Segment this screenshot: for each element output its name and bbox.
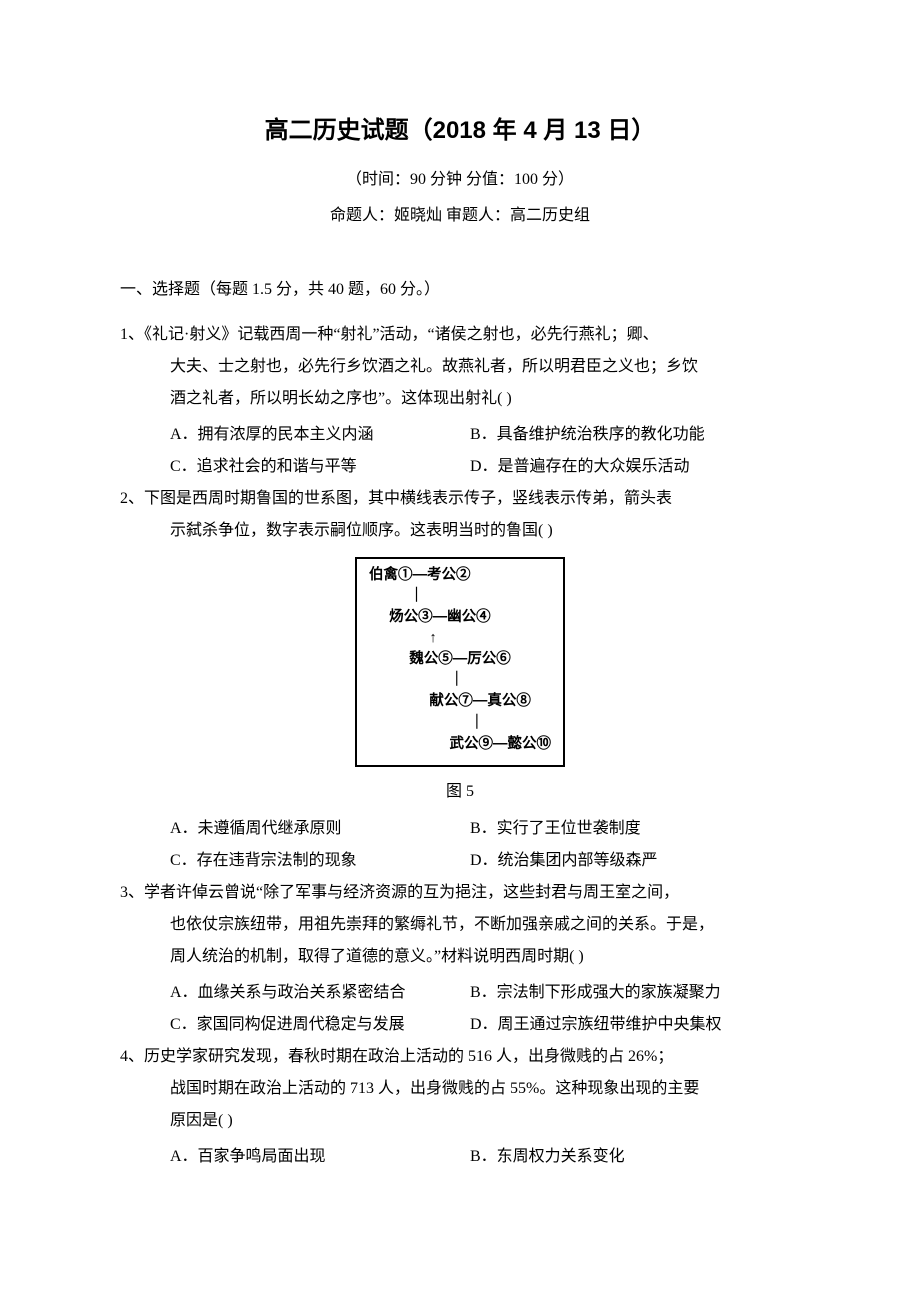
question-number: 1、 — [120, 326, 144, 343]
option-b: B．具备维护统治秩序的教化功能 — [470, 419, 800, 451]
question-3: 3、学者许倬云曾说“除了军事与经济资源的互为挹注，这些封君与周王室之间， 也依仗… — [120, 877, 800, 973]
diagram-row: ↑ — [369, 628, 551, 649]
question-text-line: 周人统治的机制，取得了道德的意义。”材料说明西周时期( ) — [120, 941, 800, 973]
question-text-line: 战国时期在政治上活动的 713 人，出身微贱的占 55%。这种现象出现的主要 — [120, 1073, 800, 1105]
question-text-line: 历史学家研究发现，春秋时期在政治上活动的 516 人，出身微贱的占 26%； — [144, 1048, 673, 1065]
lineage-diagram-wrap: 伯禽①—考公② ｜ 炀公③—幽公④ ↑ 魏公⑤—厉公⑥ ｜ 献公⑦—真公⑧ ｜ — [120, 557, 800, 766]
option-a: A．拥有浓厚的民本主义内涵 — [170, 419, 470, 451]
question-1: 1、《礼记·射义》记载西周一种“射礼”活动，“诸侯之射也，必先行燕礼；卿、 大夫… — [120, 319, 800, 415]
diagram-row: ｜ — [369, 586, 551, 607]
diagram-row: 伯禽①—考公② — [369, 565, 551, 586]
option-c: C．追求社会的和谐与平等 — [170, 451, 470, 483]
question-number: 3、 — [120, 884, 144, 901]
question-2: 2、下图是西周时期鲁国的世系图，其中横线表示传子，竖线表示传弟，箭头表 示弑杀争… — [120, 483, 800, 547]
diagram-row: 献公⑦—真公⑧ — [369, 691, 551, 712]
option-b: B．东周权力关系变化 — [470, 1141, 800, 1173]
options-row: C．家国同构促进周代稳定与发展 D．周王通过宗族纽带维护中央集权 — [120, 1009, 800, 1041]
diagram-row: ｜ — [369, 713, 551, 734]
options-row: A．拥有浓厚的民本主义内涵 B．具备维护统治秩序的教化功能 — [120, 419, 800, 451]
diagram-row: 炀公③—幽公④ — [369, 607, 551, 628]
exam-page: 高二历史试题（2018 年 4 月 13 日） （时间：90 分钟 分值：100… — [0, 0, 920, 1233]
options-row: A．百家争鸣局面出现 B．东周权力关系变化 — [120, 1141, 800, 1173]
option-d: D．统治集团内部等级森严 — [470, 845, 800, 877]
option-d: D．周王通过宗族纽带维护中央集权 — [470, 1009, 800, 1041]
options-row: C．追求社会的和谐与平等 D．是普遍存在的大众娱乐活动 — [120, 451, 800, 483]
question-text-line: 原因是( ) — [120, 1105, 800, 1137]
exam-subtitle: （时间：90 分钟 分值：100 分） — [120, 165, 800, 189]
option-c: C．家国同构促进周代稳定与发展 — [170, 1009, 470, 1041]
option-b: B．宗法制下形成强大的家族凝聚力 — [470, 977, 800, 1009]
option-b: B．实行了王位世袭制度 — [470, 813, 800, 845]
figure-caption: 图 5 — [120, 777, 800, 801]
options-row: A．血缘关系与政治关系紧密结合 B．宗法制下形成强大的家族凝聚力 — [120, 977, 800, 1009]
question-text-line: 示弑杀争位，数字表示嗣位顺序。这表明当时的鲁国( ) — [120, 515, 800, 547]
diagram-row: 魏公⑤—厉公⑥ — [369, 649, 551, 670]
options-row: C．存在违背宗法制的现象 D．统治集团内部等级森严 — [120, 845, 800, 877]
diagram-row: 武公⑨—懿公⑩ — [369, 734, 551, 755]
option-d: D．是普遍存在的大众娱乐活动 — [470, 451, 800, 483]
question-text-line: 大夫、士之射也，必先行乡饮酒之礼。故燕礼者，所以明君臣之义也；乡饮 — [120, 351, 800, 383]
question-text-line: 《礼记·射义》记载西周一种“射礼”活动，“诸侯之射也，必先行燕礼；卿、 — [144, 326, 659, 343]
option-c: C．存在违背宗法制的现象 — [170, 845, 470, 877]
question-number: 4、 — [120, 1048, 144, 1065]
question-text-line: 下图是西周时期鲁国的世系图，其中横线表示传子，竖线表示传弟，箭头表 — [144, 490, 672, 507]
question-number: 2、 — [120, 490, 144, 507]
question-text-line: 也依仗宗族纽带，用祖先崇拜的繁缛礼节，不断加强亲戚之间的关系。于是， — [120, 909, 800, 941]
lineage-diagram: 伯禽①—考公② ｜ 炀公③—幽公④ ↑ 魏公⑤—厉公⑥ ｜ 献公⑦—真公⑧ ｜ — [355, 557, 565, 766]
exam-authors: 命题人：姬晓灿 审题人：高二历史组 — [120, 201, 800, 225]
options-row: A．未遵循周代继承原则 B．实行了王位世袭制度 — [120, 813, 800, 845]
diagram-row: ｜ — [369, 670, 551, 691]
option-a: A．血缘关系与政治关系紧密结合 — [170, 977, 470, 1009]
option-a: A．未遵循周代继承原则 — [170, 813, 470, 845]
question-text-line: 酒之礼者，所以明长幼之序也”。这体现出射礼( ) — [120, 383, 800, 415]
question-text-line: 学者许倬云曾说“除了军事与经济资源的互为挹注，这些封君与周王室之间， — [144, 884, 679, 901]
exam-title: 高二历史试题（2018 年 4 月 13 日） — [120, 110, 800, 145]
section-header: 一、选择题（每题 1.5 分，共 40 题，60 分。） — [120, 275, 800, 305]
option-a: A．百家争鸣局面出现 — [170, 1141, 470, 1173]
question-4: 4、历史学家研究发现，春秋时期在政治上活动的 516 人，出身微贱的占 26%；… — [120, 1041, 800, 1137]
